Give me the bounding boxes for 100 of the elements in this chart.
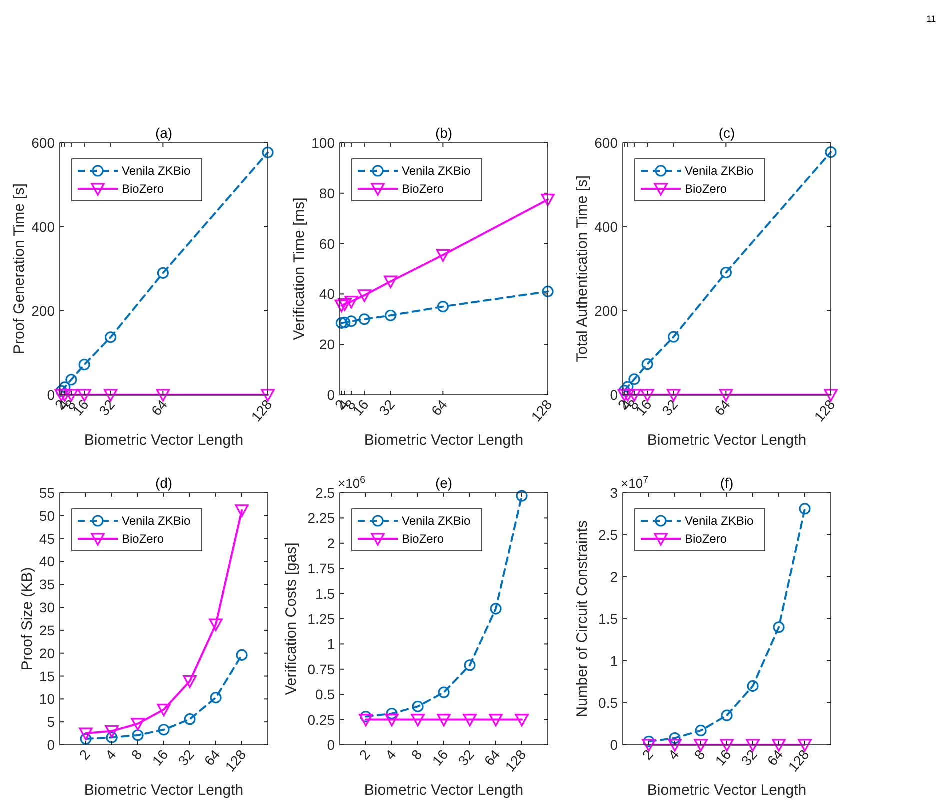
point	[516, 490, 528, 502]
y-tick-label: 3	[610, 485, 618, 501]
y-axis-title: Verification Costs [gas]	[283, 542, 300, 696]
point	[336, 317, 348, 329]
y-tick-label: 0	[47, 387, 56, 403]
y-tick-label: 0.5	[316, 686, 336, 703]
x-axis-title: Biometric Vector Length	[364, 782, 524, 799]
x-tick-label: 4	[665, 746, 682, 763]
point	[80, 733, 92, 745]
x-axis-title: Biometric Vector Length	[647, 782, 807, 799]
point	[334, 300, 348, 312]
point	[157, 704, 171, 717]
text: ×10$^{7}$	[621, 474, 648, 491]
point	[721, 710, 733, 722]
point	[79, 728, 93, 740]
point	[235, 504, 249, 518]
x-tick-label: 32	[96, 396, 118, 419]
y-tick-label: 0.75	[308, 661, 336, 678]
x-tick-label: 16	[429, 746, 452, 769]
point	[668, 331, 680, 343]
x-tick-label: 32	[175, 746, 198, 769]
text: 11	[926, 14, 936, 24]
y-tick-label: 600	[594, 135, 618, 151]
point	[104, 332, 117, 344]
point	[344, 296, 358, 309]
x-tick-label: 8	[408, 746, 426, 763]
y-tick-label: 5	[47, 714, 56, 730]
y-tick-label: 2.5	[598, 527, 618, 543]
point	[384, 310, 397, 322]
point	[385, 714, 399, 727]
y-tick-label: 0	[610, 387, 618, 403]
x-tick-label: 128	[248, 396, 276, 425]
x-tick-label: 16	[712, 746, 734, 769]
x-axis-title: Biometric Vector Length	[84, 782, 244, 799]
y-tick-label: 20	[39, 645, 56, 662]
legend-label: BioZero	[402, 532, 444, 546]
y-tick-label: 2	[610, 569, 618, 585]
legend-label: BioZero	[122, 532, 164, 546]
y-axis-title: Total Authentication Time [s]	[574, 176, 591, 362]
y-tick-label: 2.25	[308, 510, 336, 526]
point	[463, 714, 477, 727]
point	[360, 710, 372, 723]
point	[66, 374, 78, 386]
y-tick-label: 2.5	[316, 485, 336, 501]
y-tick-label: 25	[39, 622, 56, 638]
point	[59, 382, 71, 394]
point	[464, 660, 476, 672]
x-tick-label: 128	[222, 746, 250, 775]
y-tick-label: 20	[319, 336, 336, 353]
point	[541, 194, 555, 206]
y-tick-label: 1	[327, 636, 336, 652]
point	[262, 146, 274, 158]
point	[346, 316, 358, 328]
y-axis-title: Verification Time [ms]	[291, 198, 308, 340]
legend-label: Venila ZKBio	[122, 164, 192, 178]
x-tick-label: 128	[811, 396, 838, 425]
point	[772, 739, 786, 752]
point	[773, 622, 785, 634]
point	[384, 276, 398, 288]
x-tick-label: 2	[356, 746, 374, 763]
x-tick-label: 32	[455, 746, 478, 769]
point	[131, 718, 145, 731]
y-tick-label: 1.5	[316, 586, 336, 602]
y-tick-label: 45	[39, 530, 56, 547]
y-tick-label: 30	[39, 600, 56, 616]
x-tick-label: 128	[528, 396, 556, 425]
point	[78, 358, 90, 371]
point	[358, 290, 372, 302]
y-tick-label: 400	[594, 219, 618, 235]
point	[438, 686, 450, 698]
x-axis-title: Biometric Vector Length	[647, 432, 807, 449]
y-tick-label: 40	[39, 554, 56, 570]
x-tick-label: 8	[128, 746, 146, 763]
y-tick-label: 60	[319, 236, 336, 252]
point	[210, 692, 222, 704]
point	[643, 736, 655, 748]
x-tick-label: 32	[376, 396, 398, 419]
point	[183, 676, 197, 688]
point	[669, 732, 681, 744]
point	[542, 286, 554, 298]
y-tick-label: 35	[39, 576, 56, 593]
x-tick-label: 4	[102, 746, 120, 763]
y-tick-label: 1.5	[598, 611, 618, 627]
point	[338, 298, 352, 312]
point	[359, 714, 373, 727]
point	[411, 714, 425, 727]
x-tick-label: 64	[481, 746, 504, 769]
x-tick-label: 128	[502, 746, 530, 775]
point	[184, 714, 196, 726]
y-tick-label: 80	[319, 185, 336, 202]
y-tick-label: 1.75	[308, 560, 336, 577]
x-tick-label: 4	[382, 746, 400, 763]
y-tick-label: 0	[47, 737, 56, 753]
legend-label: Venila ZKBio	[685, 164, 754, 178]
y-tick-label: 50	[39, 508, 56, 524]
y-tick-label: 400	[32, 219, 56, 235]
x-tick-label: 32	[738, 746, 760, 769]
point	[747, 680, 759, 692]
legend-label: Venila ZKBio	[402, 514, 472, 528]
x-tick-label: 64	[711, 396, 734, 419]
